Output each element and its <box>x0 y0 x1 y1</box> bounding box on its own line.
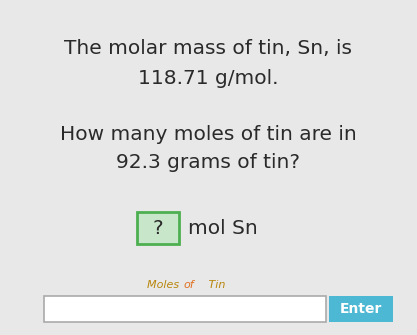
Text: Moles: Moles <box>147 280 183 290</box>
Text: mol Sn: mol Sn <box>188 218 258 238</box>
Text: How many moles of tin are in: How many moles of tin are in <box>60 126 357 144</box>
Text: 118.71 g/mol.: 118.71 g/mol. <box>138 68 278 87</box>
FancyBboxPatch shape <box>329 296 393 322</box>
FancyBboxPatch shape <box>137 212 179 244</box>
Text: Enter: Enter <box>340 302 382 316</box>
Text: 92.3 grams of tin?: 92.3 grams of tin? <box>116 153 300 173</box>
Text: Tin: Tin <box>205 280 225 290</box>
Text: The molar mass of tin, Sn, is: The molar mass of tin, Sn, is <box>64 39 352 58</box>
Text: ?: ? <box>153 218 163 238</box>
Text: of: of <box>183 280 193 290</box>
FancyBboxPatch shape <box>44 296 326 322</box>
